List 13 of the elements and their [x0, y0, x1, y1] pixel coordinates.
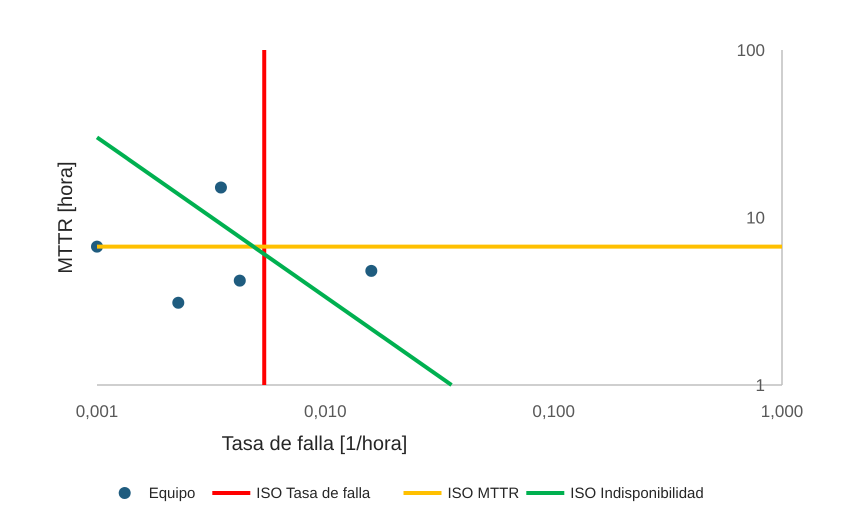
y-tick-label: 10: [746, 208, 765, 228]
y-axis-title: MTTR [hora]: [55, 161, 77, 274]
x-tick-label: 0,001: [76, 402, 118, 421]
y-tick-label: 100: [736, 41, 765, 60]
legend-label: ISO Tasa de falla: [256, 485, 371, 502]
y-tick-label: 1: [756, 376, 765, 395]
x-axis-title: Tasa de falla [1/hora]: [222, 433, 408, 455]
x-tick-label: 0,010: [304, 402, 347, 421]
legend-label: ISO MTTR: [448, 485, 520, 502]
legend-label: Equipo: [148, 485, 196, 502]
legend-label: ISO Indisponibilidad: [570, 485, 704, 502]
x-tick-label: 1,000: [760, 402, 804, 421]
x-tick-label: 0,100: [532, 402, 575, 421]
